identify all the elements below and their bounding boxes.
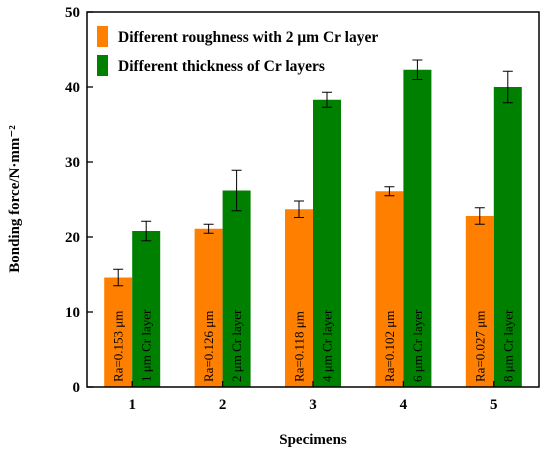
y-tick-label: 20	[65, 230, 80, 246]
legend: Different roughness with 2 μm Cr layer Di…	[97, 26, 378, 76]
legend-swatch	[97, 26, 108, 47]
bar	[222, 190, 251, 387]
bar	[313, 99, 341, 387]
bar-label: 8 μm Cr layer	[500, 309, 515, 382]
y-tick-label: 0	[73, 380, 81, 396]
bar-label: 4 μm Cr layer	[320, 309, 335, 382]
bar	[104, 277, 133, 387]
bar	[403, 69, 432, 387]
x-tick-label: 4	[400, 397, 408, 413]
bar-label: Ra=0.153 μm	[111, 311, 126, 382]
y-axis-title: Bonding force/N·mm⁻²	[7, 125, 23, 273]
y-tick-label: 50	[65, 5, 80, 21]
bar-label: Ra=0.126 μm	[201, 311, 216, 382]
bar	[132, 231, 161, 387]
bar-label: Ra=0.102 μm	[382, 311, 397, 382]
bar-label: Ra=0.027 μm	[472, 311, 487, 382]
legend-label: Different roughness with 2 μm Cr layer	[118, 29, 378, 46]
bar-label: 6 μm Cr layer	[410, 309, 425, 382]
legend-swatch	[97, 55, 108, 76]
x-axis-title: Specimens	[279, 432, 347, 448]
x-tick-label: 2	[219, 397, 227, 413]
bar	[194, 228, 223, 387]
legend-label: Different thickness of Cr layers	[118, 58, 325, 75]
bar	[375, 191, 404, 387]
y-axis: 0 10 20 30 40 50	[65, 5, 93, 396]
bar	[285, 209, 313, 387]
x-tick-label: 1	[128, 397, 136, 413]
y-tick-label: 40	[65, 80, 80, 96]
bar-label: Ra=0.118 μm	[292, 311, 307, 382]
y-tick-label: 30	[65, 155, 80, 171]
x-axis: 1 2 3 4 5	[128, 381, 498, 413]
bar	[493, 87, 522, 387]
x-tick-label: 3	[309, 397, 317, 413]
chart-marks: Ra=0.153 μm Ra=0.126 μm Ra=0.118 μm Ra=0.10…	[104, 59, 522, 387]
bar-label: 1 μm Cr layer	[139, 309, 154, 382]
x-tick-label: 5	[490, 397, 498, 413]
bar-label: 2 μm Cr layer	[229, 309, 244, 382]
bar	[465, 216, 494, 387]
y-tick-label: 10	[65, 305, 80, 321]
